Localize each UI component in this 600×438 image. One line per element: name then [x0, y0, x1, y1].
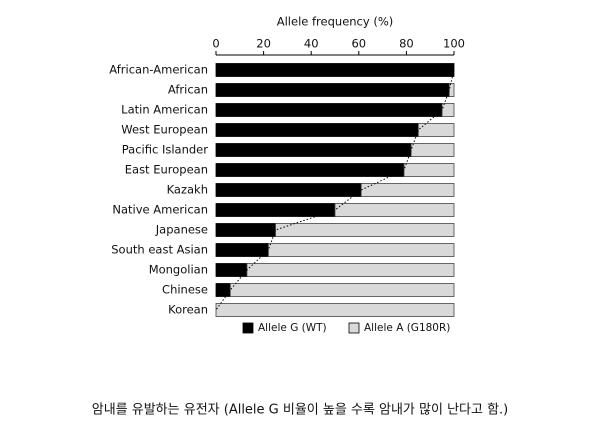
bar-segment	[229, 283, 455, 297]
bar-segment	[215, 183, 362, 197]
bar-segment	[267, 243, 455, 257]
bar-segment	[215, 103, 443, 117]
y-tick-label: East European	[125, 163, 208, 177]
y-tick-label: Mongolian	[149, 263, 208, 277]
bar-segment	[215, 283, 231, 297]
y-tick-label: African-American	[109, 63, 208, 77]
legend-label: Allele A (G180R)	[364, 322, 450, 334]
bar-segment	[417, 123, 455, 137]
y-tick-label: Kazakh	[167, 183, 208, 197]
bar-segment	[403, 163, 455, 177]
y-tick-label: Latin American	[121, 103, 208, 117]
y-tick-label: Chinese	[162, 283, 208, 297]
y-tick-label: Japanese	[155, 223, 208, 237]
x-tick-label: 20	[256, 37, 271, 51]
bar-segment	[215, 243, 269, 257]
bar-segment	[441, 103, 455, 117]
x-tick-label: 0	[212, 37, 219, 51]
legend-swatch	[242, 322, 254, 334]
bar-segment	[215, 63, 455, 77]
bar-segment	[215, 163, 405, 177]
chart-title: Allele frequency (%)	[277, 15, 394, 29]
bar-segment	[215, 223, 276, 237]
y-tick-label: South east Asian	[111, 243, 208, 257]
bar-segment	[246, 263, 455, 277]
bar-segment	[215, 303, 455, 317]
legend-label: Allele G (WT)	[258, 322, 327, 334]
y-tick-label: Native American	[112, 203, 208, 217]
boundary-line	[215, 69, 455, 311]
bar-segment	[215, 143, 412, 157]
bar-segment	[215, 83, 450, 97]
bar-segment	[215, 203, 336, 217]
y-tick-label: African	[168, 83, 208, 97]
bar-segment	[410, 143, 455, 157]
bar-segment	[215, 123, 419, 137]
caption: 암내를 유발하는 유전자 (Allele G 비율이 높을 수록 암내가 많이 …	[92, 403, 509, 418]
y-tick-label: Pacific Islander	[122, 143, 208, 157]
legend-swatch	[348, 322, 360, 334]
bar-segment	[215, 263, 248, 277]
bar-segment	[448, 83, 455, 97]
bar-segment	[360, 183, 455, 197]
x-tick-label: 60	[351, 37, 366, 51]
y-tick-label: West European	[121, 123, 208, 137]
x-tick-label: 80	[399, 37, 414, 51]
x-tick-label: 100	[443, 37, 465, 51]
y-tick-label: Korean	[168, 303, 208, 317]
bar-segment	[275, 223, 455, 237]
x-tick-label: 40	[304, 37, 319, 51]
bar-segment	[334, 203, 455, 217]
